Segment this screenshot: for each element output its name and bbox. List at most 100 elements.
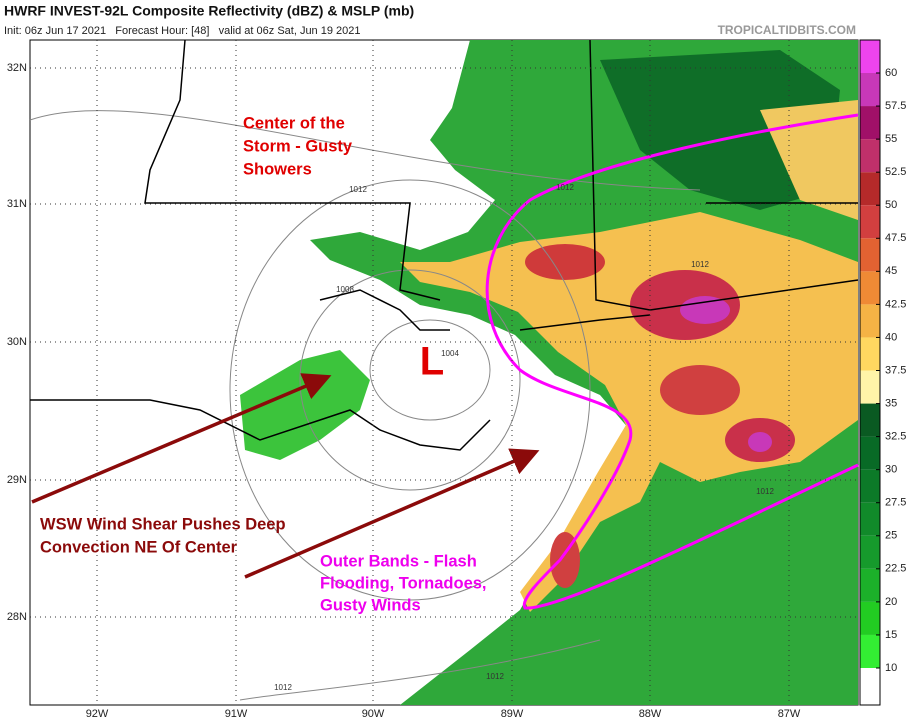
- annotation: Convection NE Of Center: [40, 538, 238, 556]
- isobar-label: 1012: [349, 185, 367, 194]
- colorbar-segment: [860, 634, 880, 668]
- colorbar-segment: [860, 205, 880, 239]
- colorbar-segment: [860, 73, 880, 107]
- annotation: Gusty Winds: [320, 596, 421, 614]
- annotation: Center of the: [243, 114, 345, 132]
- colorbar-segment: [860, 370, 880, 404]
- colorbar-segment: [860, 668, 880, 705]
- radar-red: [550, 532, 580, 588]
- annotation: Outer Bands - Flash: [320, 552, 477, 570]
- colorbar-label: 47.5: [885, 232, 906, 244]
- isobar-label: 1012: [756, 487, 774, 496]
- colorbar-segment: [860, 139, 880, 173]
- lat-label: 28N: [7, 611, 27, 623]
- colorbar-segment: [860, 271, 880, 305]
- colorbar-label: 50: [885, 199, 897, 211]
- colorbar-label: 27.5: [885, 497, 906, 509]
- colorbar: 10 15 20 22.5 25 27.5 30 32.5 35 37.5 40 42.5 45 47.5…: [859, 39, 906, 706]
- isobar-label: 1012: [486, 672, 504, 681]
- isobar: [369, 319, 491, 421]
- radar-green: [310, 40, 858, 705]
- colorbar-label: 37.5: [885, 364, 906, 376]
- colorbar-segment: [860, 469, 880, 503]
- annotation: Flooding, Tornadoes,: [320, 574, 487, 592]
- colorbar-label: 40: [885, 331, 897, 343]
- colorbar-label: 45: [885, 265, 897, 277]
- annotation: Storm - Gusty: [243, 137, 353, 155]
- isobar-label: 1012: [274, 683, 292, 692]
- colorbar-frame: [859, 39, 881, 706]
- lon-label: 89W: [501, 708, 524, 720]
- outer-band-outline: [485, 113, 859, 610]
- radar-dark-green: [600, 50, 840, 210]
- radar-yellow: [400, 212, 858, 612]
- isobar: [299, 269, 521, 491]
- lon-label: 92W: [86, 708, 109, 720]
- lon-label: 88W: [639, 708, 662, 720]
- lat-label: 31N: [7, 198, 27, 210]
- arrow: [244, 448, 540, 579]
- colorbar-segment: [860, 337, 880, 371]
- borders: [30, 39, 859, 451]
- radar-magenta: [680, 296, 730, 324]
- radar-magenta: [748, 432, 772, 452]
- colorbar-segment: [860, 568, 880, 602]
- colorbar-segment: [860, 535, 880, 569]
- colorbar-label: 15: [885, 629, 897, 641]
- lon-label: 87W: [778, 708, 801, 720]
- credit: TROPICALTIDBITS.COM: [718, 23, 856, 37]
- lon-label: 90W: [362, 708, 385, 720]
- arrow: [31, 373, 332, 504]
- colorbar-segment: [860, 238, 880, 272]
- colorbar-label: 57.5: [885, 100, 906, 112]
- annotation: Showers: [243, 160, 312, 178]
- colorbar-label: 22.5: [885, 563, 906, 575]
- map-area: L 32N 31N 30N 29N 28N 92W 91W 90W 89W 88W 87W 1012…: [7, 39, 859, 720]
- state-border: [144, 39, 441, 301]
- colorbar-label: 55: [885, 133, 897, 145]
- colorbar-label: 25: [885, 530, 897, 542]
- isobar: [239, 639, 601, 701]
- lat-label: 29N: [7, 474, 27, 486]
- colorbar-label: 35: [885, 397, 897, 409]
- colorbar-label: 42.5: [885, 298, 906, 310]
- isobar-label: 1012: [556, 183, 574, 192]
- colorbar-label: 52.5: [885, 166, 906, 178]
- colorbar-label: 32.5: [885, 431, 906, 443]
- lat-label: 32N: [7, 62, 27, 74]
- colorbar-segment: [860, 304, 880, 338]
- colorbar-segment: [860, 436, 880, 470]
- isobar-label: 1008: [336, 285, 354, 294]
- graticule: 32N 31N 30N 29N 28N 92W 91W 90W 89W 88W 87W: [7, 40, 858, 720]
- colorbar-segment: [860, 502, 880, 536]
- coastline: [519, 314, 651, 331]
- radar-yellow-top: [760, 100, 858, 220]
- subtitle: Init: 06z Jun 17 2021 Forecast Hour: [48…: [4, 25, 361, 37]
- low-marker: L: [420, 340, 444, 384]
- isobar: [229, 179, 591, 601]
- colorbar-segment: [860, 40, 880, 73]
- isobar-labels: 1012 1012 1008 1004 1012 1012 1012 1012: [274, 183, 774, 692]
- colorbar-segment: [860, 403, 880, 437]
- lat-label: 30N: [7, 336, 27, 348]
- isobar-label: 1004: [441, 349, 459, 358]
- state-border: [589, 39, 859, 311]
- colorbar-label: 10: [885, 662, 897, 674]
- colorbar-segment: [860, 601, 880, 635]
- radar-red: [525, 244, 605, 280]
- colorbar-segment: [860, 172, 880, 206]
- coastline: [319, 289, 450, 331]
- radar-green-left: [240, 350, 370, 460]
- title: HWRF INVEST-92L Composite Reflectivity (…: [4, 3, 414, 19]
- coastline: [30, 399, 491, 451]
- radar-red: [660, 365, 740, 415]
- colorbar-label: 20: [885, 596, 897, 608]
- colorbar-label: 30: [885, 464, 897, 476]
- colorbar-label: 60: [885, 67, 897, 79]
- annotation: WSW Wind Shear Pushes Deep: [40, 515, 286, 533]
- lon-label: 91W: [225, 708, 248, 720]
- colorbar-segment: [860, 106, 880, 140]
- isobar-label: 1012: [691, 260, 709, 269]
- annotations: Center of the Storm - Gusty Showers WSW Win…: [40, 114, 487, 614]
